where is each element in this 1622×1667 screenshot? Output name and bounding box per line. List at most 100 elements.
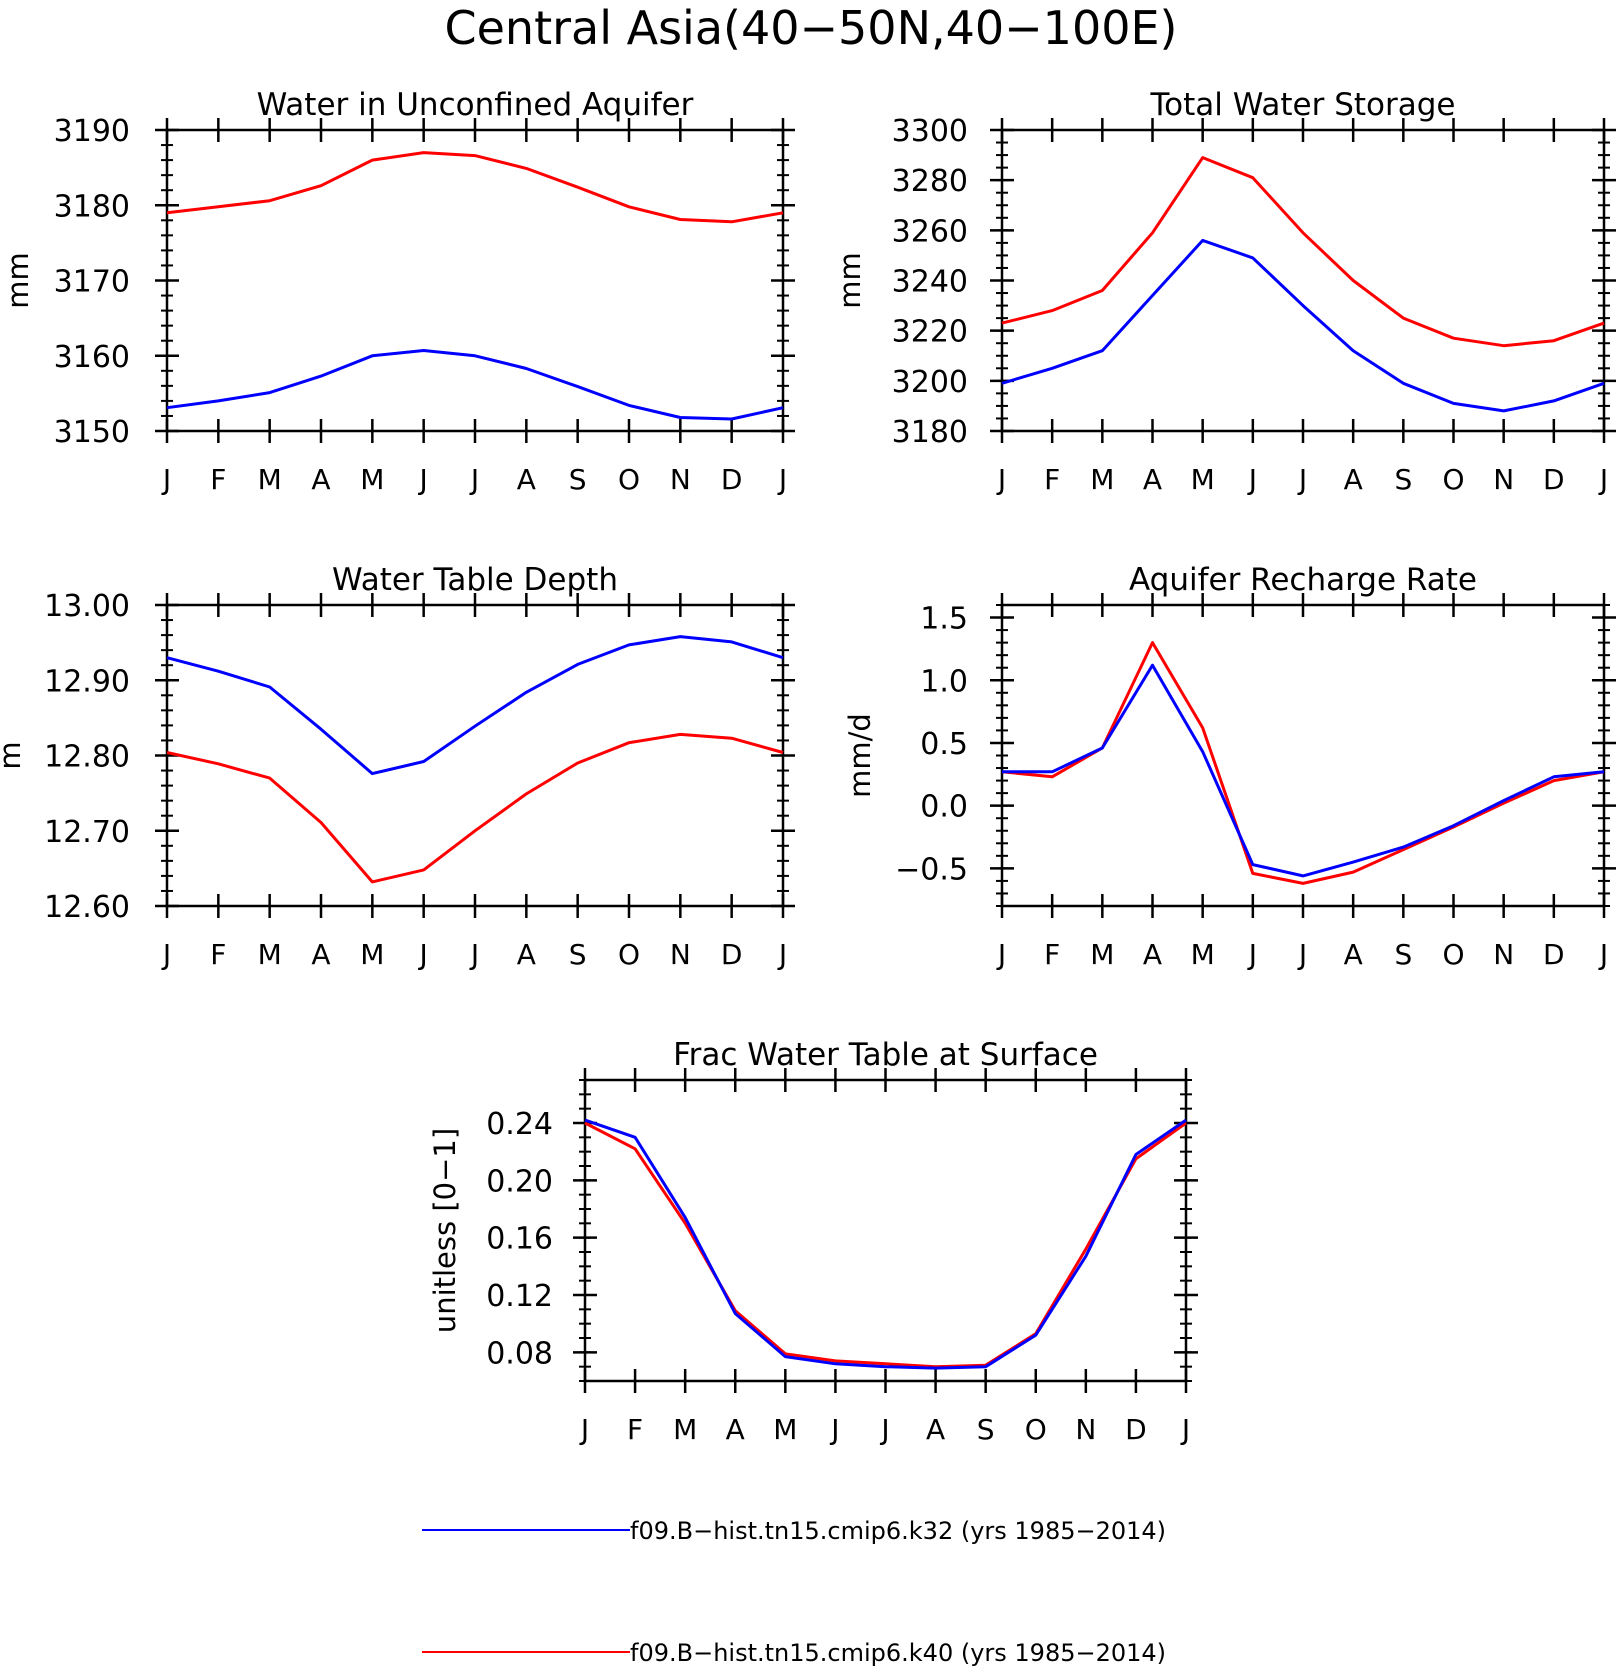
y-tick-label: 0.5: [920, 727, 968, 762]
x-tick-label: D: [1543, 463, 1565, 496]
y-tick-label: 0.20: [486, 1164, 553, 1199]
series-line-k40: [584, 1121, 1187, 1369]
x-tick-label: M: [360, 463, 384, 496]
x-tick-label: J: [469, 463, 479, 496]
x-tick-label: M: [258, 938, 282, 971]
legend-label-k40: f09.B−hist.tn15.cmip6.k40 (yrs 1985−2014…: [630, 1639, 1166, 1667]
x-tick-label: J: [996, 938, 1006, 971]
series-line-k40: [166, 151, 784, 224]
y-tick-label: 3240: [892, 265, 968, 300]
x-tick-label: J: [418, 938, 428, 971]
plot-frame: [165, 603, 785, 908]
panel-water-in-unconfined-aquifer: Water in Unconfined Aquifer 3150 3160 3170 3…: [1, 87, 795, 496]
plot-frame: [1000, 603, 1606, 908]
x-tick-label: J: [161, 938, 171, 971]
panel-title: Water Table Depth: [332, 562, 618, 598]
x-tick-label: J: [161, 463, 171, 496]
legend-label-k32: f09.B−hist.tn15.cmip6.k32 (yrs 1985−2014…: [630, 1517, 1166, 1545]
x-tick-label: N: [670, 938, 691, 971]
panel-title: Water in Unconfined Aquifer: [257, 87, 694, 123]
panel-title: Total Water Storage: [1149, 87, 1455, 123]
y-tick-label: 3170: [54, 265, 130, 300]
y-axis-label: mm: [1, 252, 35, 309]
x-tick-label: J: [829, 1413, 839, 1446]
x-tick-label: M: [673, 1413, 697, 1446]
series-line-k32: [166, 635, 784, 776]
panel-aquifer-recharge-rate: Aquifer Recharge Rate−0.50.00.51.01.5J F M…: [843, 562, 1616, 971]
x-tick-label: A: [1344, 938, 1363, 971]
panel-water-table-depth: Water Table Depth 12.60 12.70 12.80 12.90 13.…: [0, 562, 795, 971]
y-tick-label: 3300: [892, 114, 968, 149]
x-tick-label: J: [579, 1413, 589, 1446]
x-tick-label: F: [627, 1413, 643, 1446]
y-tick-label: 3180: [54, 189, 130, 224]
panel-total-water-storage: Total Water Storage 3180 3200 3220 3240 3260 3…: [833, 87, 1616, 496]
series-line-k32: [1001, 238, 1605, 413]
x-tick-label: J: [1247, 463, 1257, 496]
series-line-k40: [1001, 641, 1605, 885]
x-tick-label: A: [517, 938, 536, 971]
plot-frame: [165, 128, 785, 433]
legend-entry-k32: f09.B−hist.tn15.cmip6.k32 (yrs 1985−2014…: [422, 1517, 1166, 1545]
x-tick-label: J: [1247, 938, 1257, 971]
x-tick-label: S: [569, 938, 587, 971]
y-tick-label: 3150: [54, 415, 130, 450]
y-tick-label: 0.24: [486, 1107, 553, 1142]
panels: Water in Unconfined Aquifer 3150 3160 3170 3…: [0, 87, 1616, 1446]
x-tick-label: A: [311, 938, 330, 971]
y-tick-label: 0.0: [920, 790, 968, 825]
y-axis-label: mm/d: [843, 713, 877, 798]
y-tick-label: 3280: [892, 164, 968, 199]
x-tick-label: J: [1297, 463, 1307, 496]
y-axis-label: unitless [0−1]: [428, 1128, 462, 1333]
x-tick-label: M: [1090, 463, 1114, 496]
x-tick-label: N: [670, 463, 691, 496]
x-tick-label: J: [996, 463, 1006, 496]
x-tick-label: A: [517, 463, 536, 496]
x-tick-label: A: [1143, 938, 1162, 971]
legend: f09.B−hist.tn15.cmip6.k32 (yrs 1985−2014…: [422, 1517, 1166, 1667]
x-tick-label: S: [977, 1413, 995, 1446]
y-tick-label: 12.70: [44, 815, 130, 850]
x-tick-label: F: [210, 938, 226, 971]
y-tick-label: 1.5: [920, 602, 968, 637]
x-tick-label: N: [1493, 938, 1514, 971]
y-tick-label: 0.16: [486, 1222, 553, 1257]
x-tick-label: O: [1442, 938, 1464, 971]
x-tick-label: F: [1044, 938, 1060, 971]
panel-title: Aquifer Recharge Rate: [1129, 562, 1477, 598]
x-tick-label: J: [1180, 1413, 1190, 1446]
x-tick-label: M: [1191, 463, 1215, 496]
series-line-k40: [166, 732, 784, 884]
y-tick-label: 0.12: [486, 1279, 553, 1314]
x-tick-label: D: [721, 938, 743, 971]
x-tick-label: N: [1075, 1413, 1096, 1446]
series-line-k32: [1002, 663, 1605, 878]
x-tick-label: O: [1025, 1413, 1047, 1446]
x-tick-label: F: [210, 463, 226, 496]
x-tick-label: J: [777, 463, 787, 496]
x-tick-label: J: [879, 1413, 889, 1446]
y-tick-label: 12.90: [44, 664, 130, 699]
x-tick-label: O: [618, 938, 640, 971]
y-tick-label: 3190: [54, 114, 130, 149]
series-line-k32: [166, 349, 784, 421]
x-tick-label: J: [1297, 938, 1307, 971]
series-line-k32: [584, 1118, 1187, 1370]
x-tick-label: J: [418, 463, 428, 496]
x-tick-label: A: [311, 463, 330, 496]
y-tick-label: 12.60: [44, 890, 130, 925]
panel-title: Frac Water Table at Surface: [673, 1037, 1098, 1073]
y-tick-label: 3200: [892, 365, 968, 400]
x-tick-label: O: [1442, 463, 1464, 496]
y-tick-label: 3220: [892, 315, 968, 350]
x-tick-label: J: [1598, 938, 1608, 971]
y-tick-label: 12.80: [44, 740, 130, 775]
x-tick-label: M: [258, 463, 282, 496]
y-tick-label: 3260: [892, 214, 968, 249]
x-tick-label: S: [1394, 938, 1412, 971]
x-tick-label: O: [618, 463, 640, 496]
legend-entry-k40: f09.B−hist.tn15.cmip6.k40 (yrs 1985−2014…: [422, 1639, 1166, 1667]
panel-frac-water-table-at-surface: Frac Water Table at Surface 0.08 0.12 0.16 0…: [428, 1037, 1198, 1446]
